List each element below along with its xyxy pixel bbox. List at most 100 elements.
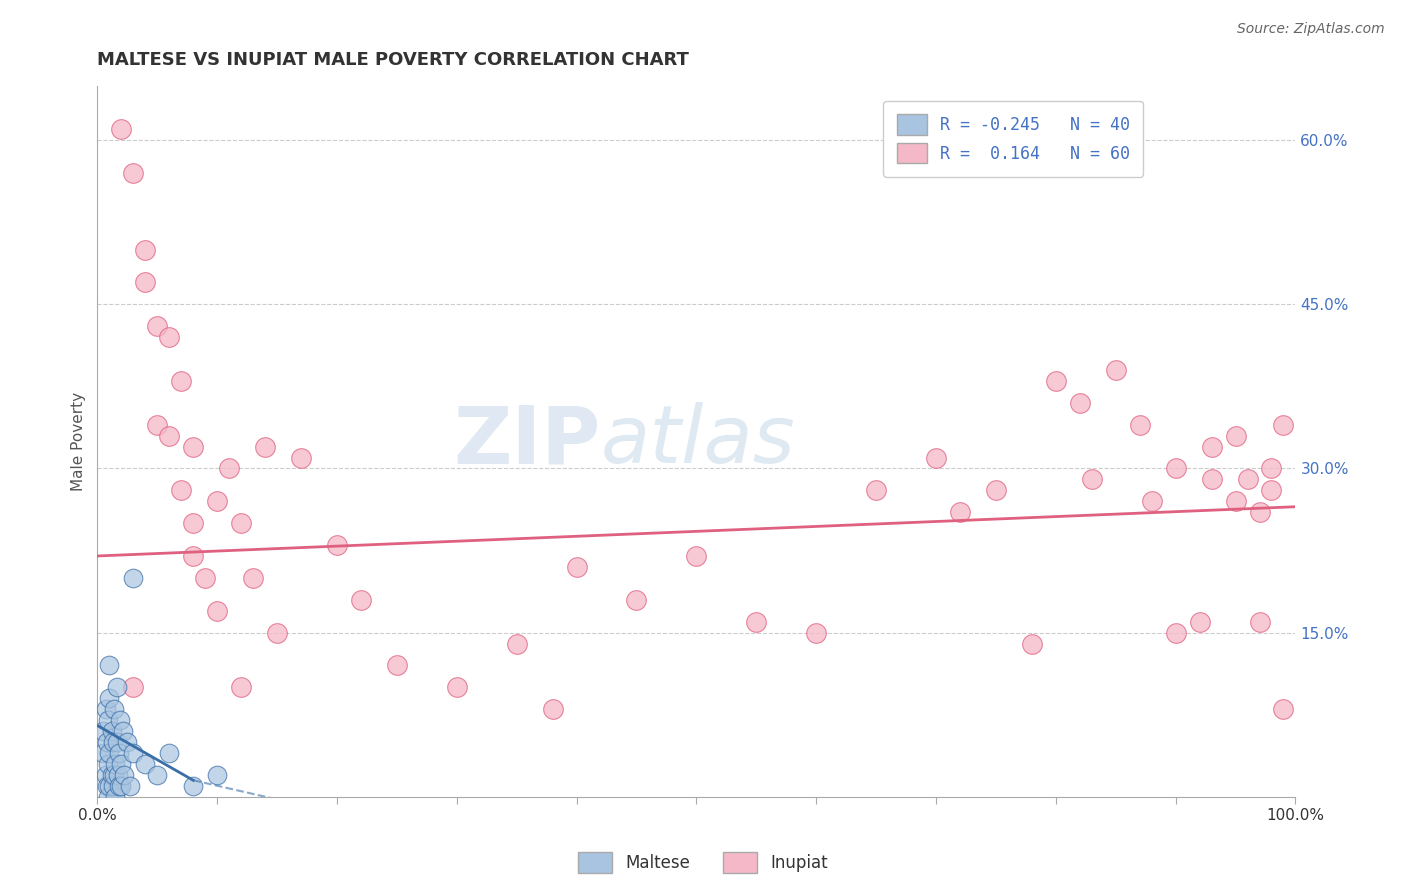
Point (925, 450, 948, 465)
Point (1236, 472, 1258, 486)
Point (1105, 363, 1128, 377)
Point (108, 746, 131, 760)
Text: ZIP: ZIP (453, 402, 600, 480)
Point (104, 789, 127, 804)
Point (146, 319, 169, 334)
Point (96, 735, 118, 749)
Point (385, 658, 408, 673)
Point (565, 560, 588, 574)
Point (105, 680, 128, 694)
Point (1201, 472, 1223, 486)
Point (1021, 636, 1043, 650)
Point (103, 702, 125, 716)
Point (1140, 494, 1163, 508)
Point (205, 494, 228, 508)
Point (110, 756, 132, 771)
Point (626, 592, 648, 607)
Text: Source: ZipAtlas.com: Source: ZipAtlas.com (1237, 22, 1385, 37)
Point (1045, 374, 1067, 388)
Point (205, 604, 228, 618)
Point (110, 779, 132, 793)
Point (806, 625, 828, 640)
Point (229, 516, 252, 530)
Point (134, 276, 156, 290)
Point (1225, 494, 1247, 508)
Point (94, 702, 117, 716)
Point (98, 746, 121, 760)
Point (685, 549, 707, 563)
Point (181, 440, 204, 454)
Point (134, 243, 156, 257)
Point (108, 713, 131, 727)
Point (118, 779, 141, 793)
Point (170, 483, 193, 498)
Point (100, 768, 122, 782)
Point (1260, 483, 1282, 498)
Point (108, 779, 131, 793)
Point (505, 636, 527, 650)
Point (100, 724, 122, 739)
Point (181, 779, 204, 793)
Point (103, 768, 125, 782)
Point (1201, 440, 1223, 454)
Point (1164, 625, 1187, 640)
Point (97, 756, 120, 771)
Point (101, 779, 124, 793)
Point (98, 779, 121, 793)
Point (122, 680, 145, 694)
Point (101, 735, 124, 749)
Point (290, 450, 312, 465)
Point (1249, 505, 1271, 519)
Point (170, 374, 193, 388)
Point (1164, 461, 1187, 475)
Point (97, 789, 120, 804)
Point (97, 713, 120, 727)
Text: atlas: atlas (600, 402, 796, 480)
Legend: Maltese, Inupiat: Maltese, Inupiat (572, 846, 834, 880)
Point (111, 724, 134, 739)
Point (157, 746, 180, 760)
Point (1188, 615, 1211, 629)
Point (122, 571, 145, 585)
Y-axis label: Male Poverty: Male Poverty (72, 392, 86, 491)
Point (218, 461, 240, 475)
Point (93, 746, 115, 760)
Point (94, 768, 117, 782)
Point (242, 571, 264, 585)
Point (205, 768, 228, 782)
Point (112, 768, 135, 782)
Point (1260, 461, 1282, 475)
Point (146, 417, 169, 432)
Point (96, 779, 118, 793)
Point (984, 483, 1007, 498)
Point (134, 756, 156, 771)
Point (1081, 472, 1104, 486)
Point (1069, 396, 1091, 410)
Point (254, 440, 277, 454)
Point (181, 516, 204, 530)
Point (105, 735, 128, 749)
Point (107, 768, 129, 782)
Point (110, 122, 132, 136)
Point (865, 483, 887, 498)
Point (1225, 428, 1247, 442)
Point (122, 166, 145, 180)
Legend: R = -0.245   N = 40, R =  0.164   N = 60: R = -0.245 N = 40, R = 0.164 N = 60 (883, 101, 1143, 177)
Point (122, 746, 145, 760)
Point (326, 538, 349, 552)
Point (104, 756, 127, 771)
Point (98, 691, 121, 706)
Point (1129, 417, 1152, 432)
Point (949, 505, 972, 519)
Point (541, 702, 564, 716)
Point (1272, 417, 1295, 432)
Point (446, 680, 468, 694)
Text: MALTESE VS INUPIAT MALE POVERTY CORRELATION CHART: MALTESE VS INUPIAT MALE POVERTY CORRELAT… (97, 51, 689, 69)
Point (1249, 615, 1271, 629)
Point (194, 571, 217, 585)
Point (146, 768, 169, 782)
Point (1272, 702, 1295, 716)
Point (266, 625, 288, 640)
Point (350, 592, 373, 607)
Point (157, 428, 180, 442)
